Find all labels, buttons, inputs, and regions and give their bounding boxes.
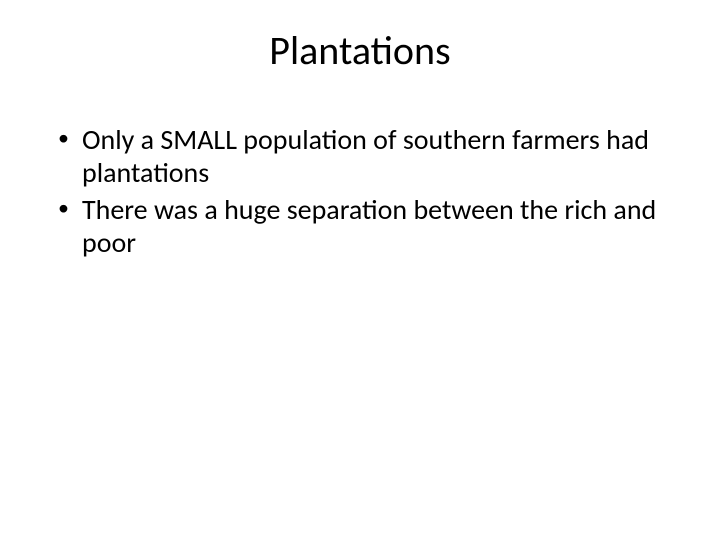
slide-title: Plantations: [40, 26, 680, 75]
slide: Plantations Only a SMALL population of s…: [0, 0, 720, 540]
bullet-list: Only a SMALL population of southern farm…: [40, 123, 680, 259]
bullet-item: Only a SMALL population of southern farm…: [58, 123, 680, 189]
bullet-item: There was a huge separation between the …: [58, 193, 680, 259]
